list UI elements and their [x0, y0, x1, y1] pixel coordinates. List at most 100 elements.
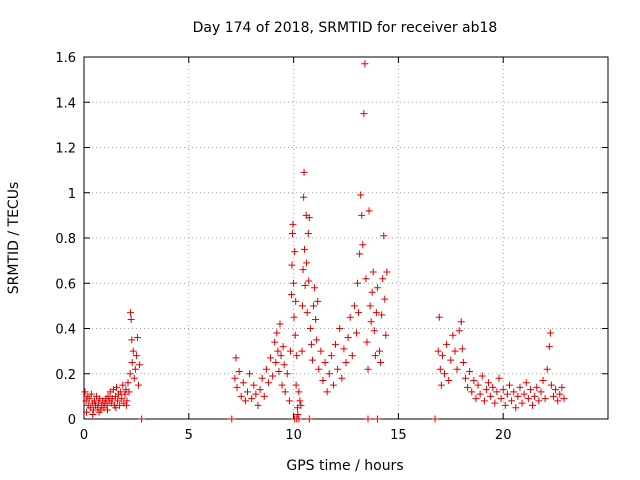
- data-point: [288, 291, 296, 299]
- data-point: [246, 370, 254, 378]
- data-point: [292, 297, 300, 305]
- data-point: [277, 352, 285, 360]
- data-point: [292, 381, 300, 389]
- data-point: [314, 297, 322, 305]
- data-point: [482, 386, 490, 394]
- data-point: [305, 277, 313, 285]
- data-point: [373, 284, 381, 292]
- data-point: [361, 60, 369, 68]
- data-point: [321, 358, 329, 366]
- data-point: [231, 374, 239, 382]
- data-point: [303, 259, 311, 267]
- data-point: [461, 374, 469, 382]
- data-point: [495, 374, 503, 382]
- data-point: [323, 388, 331, 396]
- data-point: [451, 347, 459, 355]
- data-point: [130, 374, 138, 382]
- data-point: [118, 395, 126, 403]
- data-point: [293, 404, 301, 412]
- data-point: [372, 309, 380, 317]
- data-point: [114, 397, 122, 405]
- data-point: [344, 334, 352, 342]
- data-point: [355, 309, 363, 317]
- data-point: [383, 268, 391, 276]
- data-point: [531, 392, 539, 400]
- x-tick-label: 10: [285, 428, 302, 443]
- data-point: [310, 302, 318, 310]
- data-point: [474, 381, 482, 389]
- data-point: [295, 388, 303, 396]
- data-point: [373, 415, 381, 423]
- data-point: [493, 388, 501, 396]
- data-point: [232, 354, 240, 362]
- data-point: [550, 392, 558, 400]
- data-point: [289, 220, 297, 228]
- data-point: [112, 404, 120, 412]
- data-point: [269, 372, 277, 380]
- data-point: [436, 365, 444, 373]
- data-point: [305, 214, 313, 222]
- data-point: [289, 229, 297, 237]
- data-point: [558, 383, 566, 391]
- data-point: [437, 381, 445, 389]
- data-point: [529, 401, 537, 409]
- data-point: [338, 374, 346, 382]
- data-point: [524, 395, 532, 403]
- data-point: [340, 345, 348, 353]
- data-point: [379, 275, 387, 283]
- data-point: [305, 415, 313, 423]
- data-point: [260, 392, 268, 400]
- data-point: [286, 347, 294, 355]
- data-point: [539, 377, 547, 385]
- data-point: [89, 410, 97, 418]
- data-point: [501, 401, 509, 409]
- data-point: [279, 343, 287, 351]
- data-point: [455, 327, 463, 335]
- data-point: [271, 338, 279, 346]
- data-point: [552, 386, 560, 394]
- data-point: [131, 365, 139, 373]
- data-point: [520, 390, 528, 398]
- data-point: [354, 279, 362, 287]
- data-point: [274, 347, 282, 355]
- data-point: [342, 358, 350, 366]
- data-point: [334, 365, 342, 373]
- data-point: [315, 365, 323, 373]
- data-point: [503, 390, 511, 398]
- data-point: [303, 309, 311, 317]
- data-point: [281, 388, 289, 396]
- y-tick-label: 0.2: [55, 368, 76, 383]
- data-point: [299, 266, 307, 274]
- x-tick-label: 0: [80, 428, 88, 443]
- data-point: [533, 383, 541, 391]
- data-point: [123, 397, 131, 405]
- data-point: [364, 365, 372, 373]
- data-point: [468, 388, 476, 396]
- data-point: [296, 397, 304, 405]
- data-point: [541, 395, 549, 403]
- data-point: [380, 232, 388, 240]
- y-tick-label: 0: [68, 413, 76, 428]
- data-point: [476, 390, 484, 398]
- data-point: [543, 365, 551, 373]
- data-point: [124, 379, 132, 387]
- data-point: [252, 390, 260, 398]
- data-point: [499, 386, 507, 394]
- data-point: [526, 386, 534, 394]
- data-point: [357, 191, 365, 199]
- data-point: [272, 358, 280, 366]
- data-point: [283, 370, 291, 378]
- data-point: [133, 334, 141, 342]
- data-point: [491, 399, 499, 407]
- data-point: [138, 415, 146, 423]
- data-point: [117, 388, 125, 396]
- data-point: [83, 408, 91, 416]
- data-point: [125, 388, 133, 396]
- data-point: [267, 354, 275, 362]
- data-point: [332, 340, 340, 348]
- data-point: [239, 379, 247, 387]
- data-point: [535, 397, 543, 405]
- x-tick-label: 15: [390, 428, 407, 443]
- data-point: [127, 309, 135, 317]
